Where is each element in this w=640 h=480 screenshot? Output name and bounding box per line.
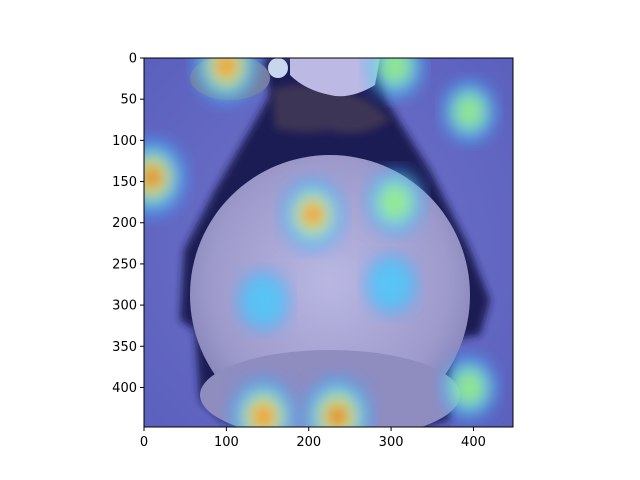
x-tick-label: 100: [214, 435, 239, 450]
y-tick-label: 150: [112, 175, 137, 190]
y-tick-label: 350: [112, 340, 137, 355]
y-tick-label: 200: [112, 216, 137, 231]
x-axis: 0 100 200 300 400: [140, 427, 486, 450]
hotspot-ring: [241, 276, 285, 326]
axes-frame: [143, 57, 514, 428]
saliency-hotspot: [440, 354, 499, 421]
x-tick-label: 0: [140, 435, 148, 450]
hotspot-ring: [452, 368, 487, 407]
saliency-hotspot: [441, 78, 498, 145]
hotspot-ring: [377, 182, 413, 222]
y-axis: 0 50 100 150 200 250 300 350 400: [112, 52, 144, 396]
saliency-hotspot: [144, 136, 188, 219]
saliency-hotspot: [301, 374, 374, 427]
y-tick-label: 0: [129, 52, 137, 67]
saliency-hotspot: [235, 269, 292, 333]
x-tick-label: 400: [461, 435, 486, 450]
image-panel: [144, 58, 513, 427]
hotspot-ring: [303, 204, 322, 225]
hotspot-ring: [369, 259, 413, 310]
bird-neck: [272, 84, 390, 134]
hotspot-ring: [452, 92, 486, 131]
saliency-hotspot: [363, 252, 419, 317]
bird-head: [290, 58, 380, 97]
hotspot-ring: [377, 58, 413, 87]
y-tick-label: 50: [120, 93, 137, 108]
saliency-overlay: [144, 58, 499, 427]
x-tick-label: 300: [379, 435, 404, 450]
y-tick-label: 250: [112, 257, 137, 272]
saliency-hotspot: [192, 58, 261, 106]
hotspot-ring: [146, 170, 158, 184]
y-tick-label: 400: [112, 381, 137, 396]
saliency-hotspot: [280, 177, 346, 252]
hotspot-ring: [331, 409, 344, 423]
saliency-hotspot: [228, 376, 299, 427]
eye: [268, 58, 288, 78]
x-tick-label: 200: [296, 435, 321, 450]
y-tick-label: 100: [112, 134, 137, 149]
y-tick-label: 300: [112, 299, 137, 314]
saliency-hotspot: [365, 167, 425, 237]
hotspot-ring: [216, 58, 236, 78]
hotspot-ring: [253, 405, 274, 427]
saliency-hotspot: [365, 58, 425, 101]
